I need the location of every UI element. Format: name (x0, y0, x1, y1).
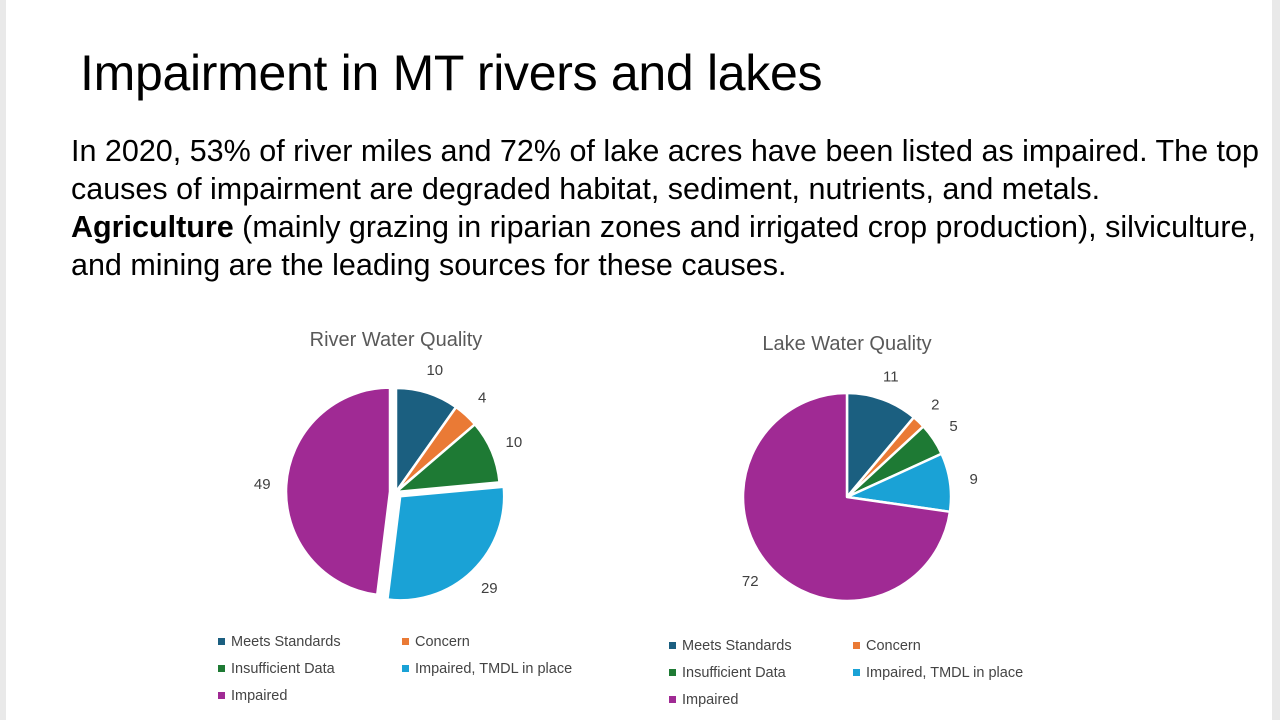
legend-item-insufficient-data: Insufficient Data (669, 665, 786, 681)
legend-swatch (402, 638, 409, 645)
pie-slice-insufficient-data (394, 423, 501, 494)
legend-swatch (402, 665, 409, 672)
legend-item-meets-standards: Meets Standards (669, 638, 792, 654)
chart-title: River Water Quality (310, 329, 483, 351)
chart-title: Lake Water Quality (762, 333, 931, 355)
pie-slice-meets-standards (845, 391, 916, 499)
window-edge-left (0, 0, 6, 720)
legend-item-impaired: Impaired (669, 692, 738, 708)
data-label-concern: 4 (478, 389, 486, 406)
river-water-quality-chart: River Water Quality 10 4 10 29 49 (254, 329, 523, 602)
legend-swatch (218, 665, 225, 672)
legend-swatch (669, 696, 676, 703)
legend-label: Concern (415, 634, 470, 650)
pie-slice-impaired (741, 391, 952, 603)
legend-item-concern: Concern (853, 638, 921, 654)
pie-slice-impaired (284, 386, 392, 597)
legend-label: Insufficient Data (231, 661, 335, 677)
legend-label: Impaired, TMDL in place (415, 661, 573, 677)
legend-label: Impaired (682, 692, 739, 708)
legend-swatch (853, 669, 860, 676)
data-label-meets-standards: 11 (883, 369, 899, 386)
legend-item-insufficient-data: Insufficient Data (218, 661, 335, 677)
data-label-impaired: 72 (742, 573, 759, 590)
paragraph-part-1: In 2020, 53% of river miles and 72% of l… (71, 134, 1259, 206)
legend-label: Concern (866, 638, 921, 654)
legend-item-impaired-tmdl-in-place: Impaired, TMDL in place (853, 665, 1023, 681)
legend-swatch (669, 642, 676, 649)
data-label-meets-standards: 10 (426, 362, 443, 379)
data-label-impaired-tmdl-in-place: 29 (481, 580, 498, 597)
slide-paragraph: In 2020, 53% of river miles and 72% of l… (71, 132, 1261, 284)
data-label-concern: 2 (931, 396, 939, 413)
legend-item-meets-standards: Meets Standards (218, 634, 341, 650)
legend-item-impaired: Impaired (218, 688, 287, 704)
lake-water-quality-chart: Lake Water Quality 11 25 9 72 (741, 333, 978, 603)
data-label-insufficient-data: 10 (506, 434, 523, 451)
slide (6, 0, 1272, 720)
legend-label: Meets Standards (682, 638, 792, 654)
legend-label: Insufficient Data (682, 665, 786, 681)
legend-label: Impaired, TMDL in place (866, 665, 1024, 681)
legend-label: Meets Standards (231, 634, 341, 650)
data-label-insufficient-data: 5 (949, 418, 957, 435)
legend-label: Impaired (231, 688, 288, 704)
legend-swatch (218, 638, 225, 645)
legend-item-concern: Concern (402, 634, 470, 650)
legend-swatch (218, 692, 225, 699)
legend-swatch (669, 669, 676, 676)
data-label-impaired-tmdl-in-place: 9 (970, 471, 978, 488)
window-edge-right (1272, 0, 1280, 720)
paragraph-part-2: (mainly grazing in riparian zones and ir… (71, 210, 1256, 282)
data-label-impaired: 49 (254, 476, 271, 493)
slide-title: Impairment in MT rivers and lakes (80, 45, 823, 101)
legend-swatch (853, 642, 860, 649)
pie-slice-impaired-tmdl-in-place (386, 485, 506, 602)
paragraph-bold-term: Agriculture (71, 210, 234, 244)
legend-item-impaired-tmdl-in-place: Impaired, TMDL in place (402, 661, 572, 677)
